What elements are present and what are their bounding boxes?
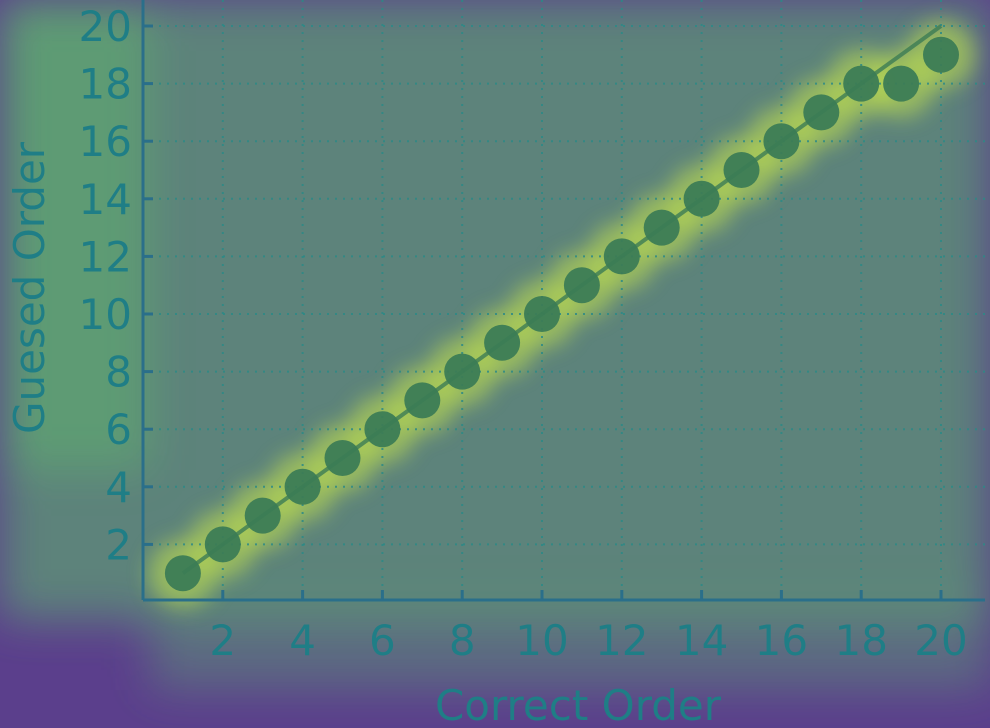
x-axis-title: Correct Order xyxy=(435,681,722,728)
heat-y-axis-region xyxy=(0,0,150,470)
x-tick-label: 8 xyxy=(449,616,476,665)
y-tick-label: 2 xyxy=(105,520,132,569)
x-tick-label: 10 xyxy=(515,616,568,665)
y-tick-label: 20 xyxy=(79,2,132,51)
y-tick-label: 8 xyxy=(105,348,132,397)
data-points xyxy=(164,36,959,592)
data-point xyxy=(324,440,361,476)
data-point xyxy=(883,65,920,102)
data-point xyxy=(603,238,640,275)
x-tick-label: 2 xyxy=(209,616,236,665)
data-point xyxy=(763,123,800,160)
y-tick-label: 10 xyxy=(79,290,132,339)
x-tick-label: 20 xyxy=(914,616,967,665)
x-tick-label: 6 xyxy=(369,616,396,665)
y-tick-label: 18 xyxy=(79,60,132,109)
data-point xyxy=(484,324,521,361)
heat-x-axis-region xyxy=(150,600,990,690)
data-point xyxy=(643,209,680,246)
data-point xyxy=(524,296,560,332)
x-tick-label: 16 xyxy=(755,616,808,665)
y-tick-label: 4 xyxy=(105,463,132,512)
data-point xyxy=(404,382,441,419)
x-tick-label: 4 xyxy=(289,616,316,665)
y-tick-label: 6 xyxy=(105,405,132,454)
y-tick-label: 12 xyxy=(79,232,132,281)
data-point xyxy=(164,555,201,592)
data-point xyxy=(803,94,840,131)
data-point xyxy=(284,468,321,505)
data-point xyxy=(204,526,241,563)
x-tick-label: 12 xyxy=(595,616,648,665)
x-tick-label: 14 xyxy=(675,616,728,665)
y-axis-title: Guesed Order xyxy=(5,141,54,434)
tick-labels: 2 4 6 8 10 12 14 16 18 20 2 4 6 8 10 12 14 16 18 20 xyxy=(79,2,968,665)
data-point xyxy=(723,152,760,188)
y-tick-label: 16 xyxy=(79,117,132,166)
data-point xyxy=(444,353,481,390)
data-point xyxy=(364,411,401,448)
axes xyxy=(141,0,985,602)
data-point xyxy=(683,180,720,217)
x-tick-label: 18 xyxy=(834,616,887,665)
data-point xyxy=(244,497,281,534)
data-point xyxy=(843,65,880,102)
data-point xyxy=(923,36,959,73)
y-tick-label: 14 xyxy=(79,175,132,224)
data-point xyxy=(563,267,600,304)
